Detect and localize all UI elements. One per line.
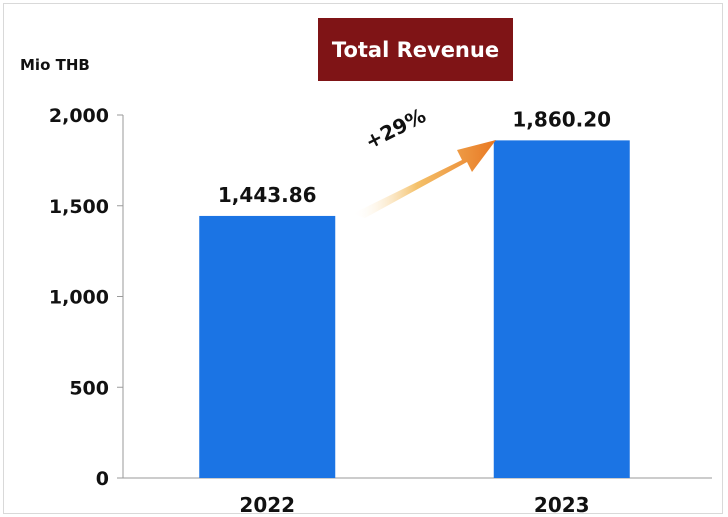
data-label: 1,443.86 bbox=[218, 183, 317, 207]
y-tick-label: 2,000 bbox=[49, 105, 109, 127]
bars-group: 1,443.86 2022 1,860.20 2023 bbox=[199, 107, 630, 517]
bar bbox=[494, 140, 630, 478]
x-tick-label: 2023 bbox=[534, 493, 590, 517]
bar bbox=[199, 216, 335, 478]
y-tick-label: 1,000 bbox=[49, 287, 109, 309]
data-label: 1,860.20 bbox=[512, 107, 611, 131]
y-tick-label: 0 bbox=[96, 468, 109, 490]
y-tick-label: 500 bbox=[69, 377, 109, 399]
x-tick-label: 2022 bbox=[239, 493, 295, 517]
y-tick-label: 1,500 bbox=[49, 196, 109, 218]
